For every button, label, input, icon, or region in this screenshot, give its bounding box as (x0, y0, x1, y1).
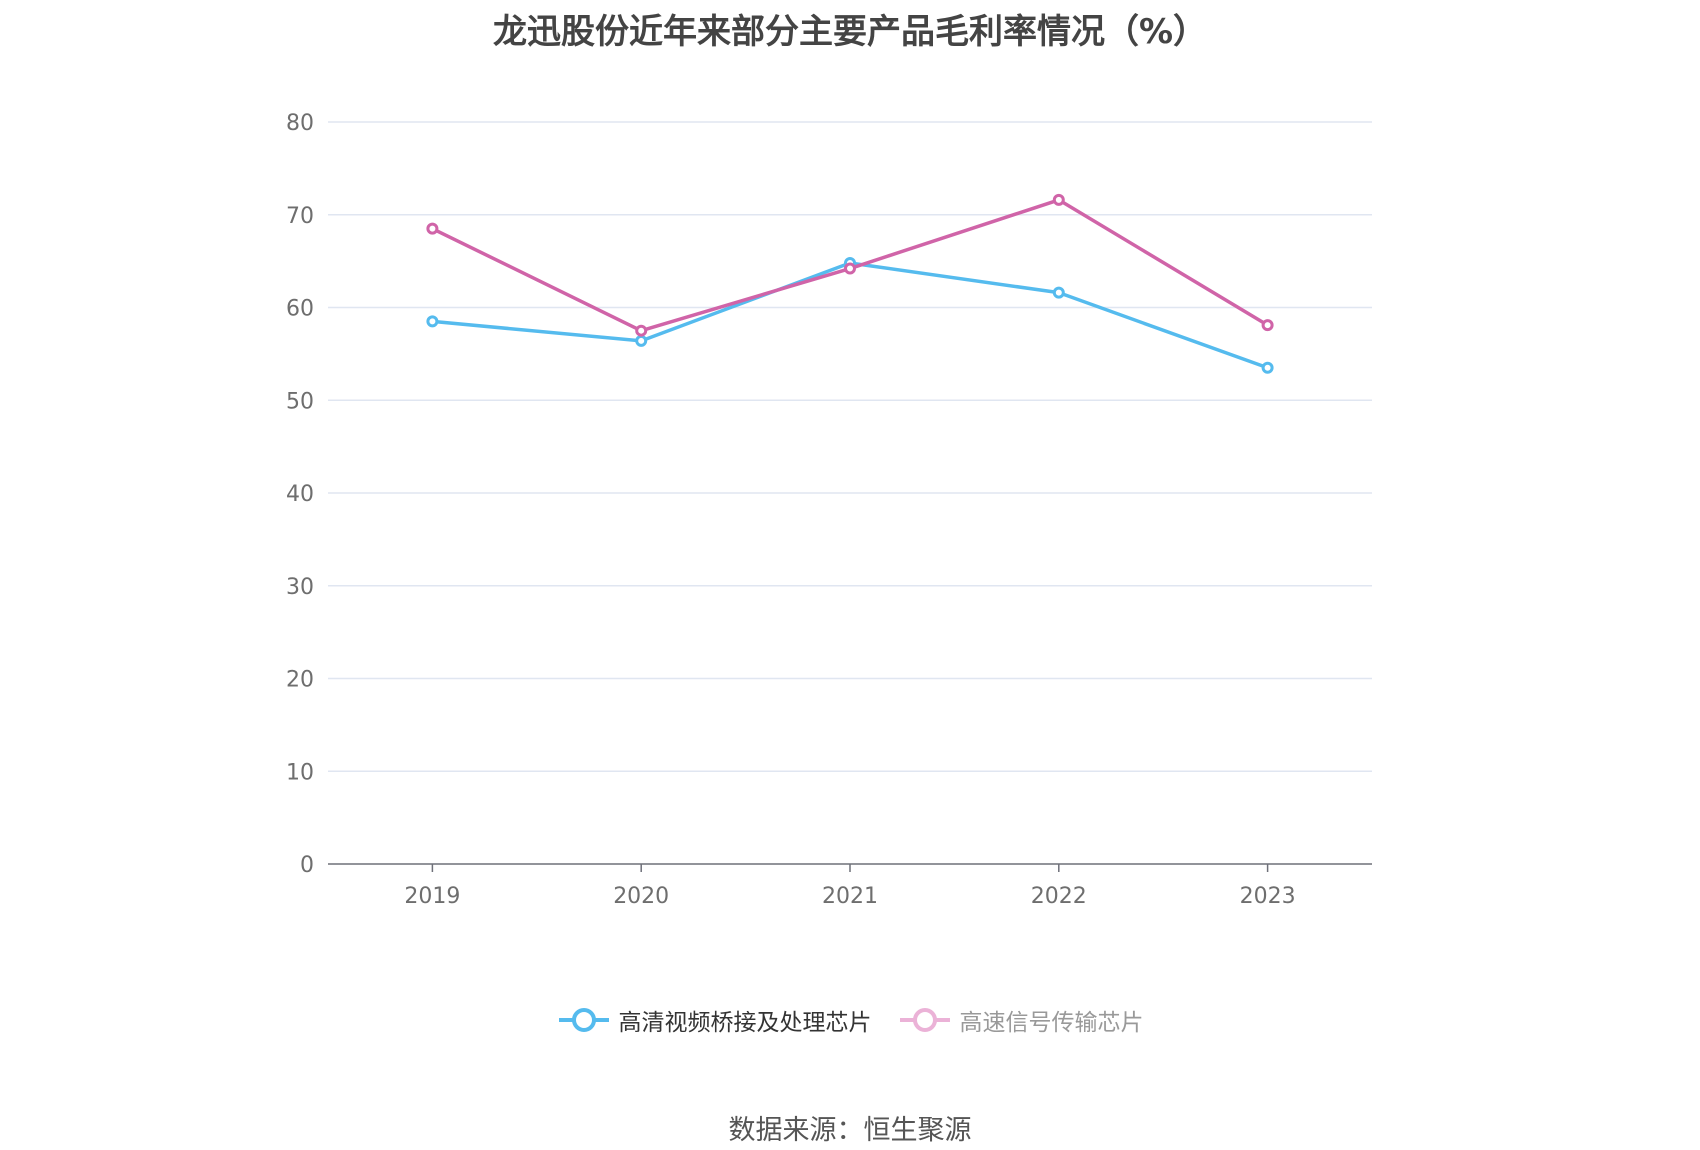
series-1-point-1 (635, 324, 648, 337)
y-tick-label-7: 70 (286, 204, 314, 229)
series-0-point-3 (1052, 286, 1065, 299)
series-0-point-4 (1261, 361, 1274, 374)
y-tick-label-2: 20 (286, 668, 314, 693)
chart-title: 龙迅股份近年来部分主要产品毛利率情况（%） (492, 12, 1208, 52)
legend-item-1[interactable]: 高速信号传输芯片 (898, 1003, 1144, 1037)
series-0-point-0 (426, 315, 439, 328)
y-tick-label-4: 40 (286, 482, 314, 507)
y-tick-label-8: 80 (286, 111, 314, 136)
grid-lines (328, 121, 1372, 772)
legend-label-1: 高速信号传输芯片 (959, 1010, 1144, 1036)
y-axis: 0 10 20 30 40 50 60 70 80 (286, 111, 314, 878)
series-1-point-3 (1052, 193, 1065, 206)
series-1-point-0 (426, 222, 439, 235)
series-0-point-1 (635, 334, 648, 347)
x-tick-label-0: 2019 (404, 884, 460, 909)
legend: 高清视频桥接及处理芯片 高速信号传输芯片 (0, 1003, 1700, 1037)
series-0-line (432, 261, 1269, 370)
legend-item-0[interactable]: 高清视频桥接及处理芯片 (557, 1003, 872, 1037)
series-layer (426, 193, 1274, 374)
data-source: 数据来源：恒生聚源 (728, 1115, 972, 1146)
x-tick-label-1: 2020 (613, 884, 669, 909)
y-tick-label-0: 0 (300, 853, 314, 878)
x-tick-label-4: 2023 (1240, 884, 1296, 909)
y-tick-label-6: 60 (286, 297, 314, 322)
series-1-point-4 (1261, 319, 1274, 332)
legend-label-0: 高清视频桥接及处理芯片 (618, 1010, 872, 1036)
y-tick-label-3: 30 (286, 575, 314, 600)
x-tick-label-2: 2021 (822, 884, 878, 909)
legend-swatch-1-icon (899, 1008, 950, 1032)
y-tick-label-1: 10 (286, 760, 314, 785)
series-1-point-2 (844, 262, 856, 275)
legend-swatch-0-icon (558, 1008, 609, 1032)
x-tick-label-3: 2022 (1031, 884, 1087, 909)
line-chart: 0 10 20 30 40 50 60 70 80 2019 2020 2021 2022 2023 (286, 111, 1372, 909)
y-tick-label-5: 50 (286, 389, 314, 414)
x-axis: 2019 2020 2021 2022 2023 (328, 863, 1372, 909)
